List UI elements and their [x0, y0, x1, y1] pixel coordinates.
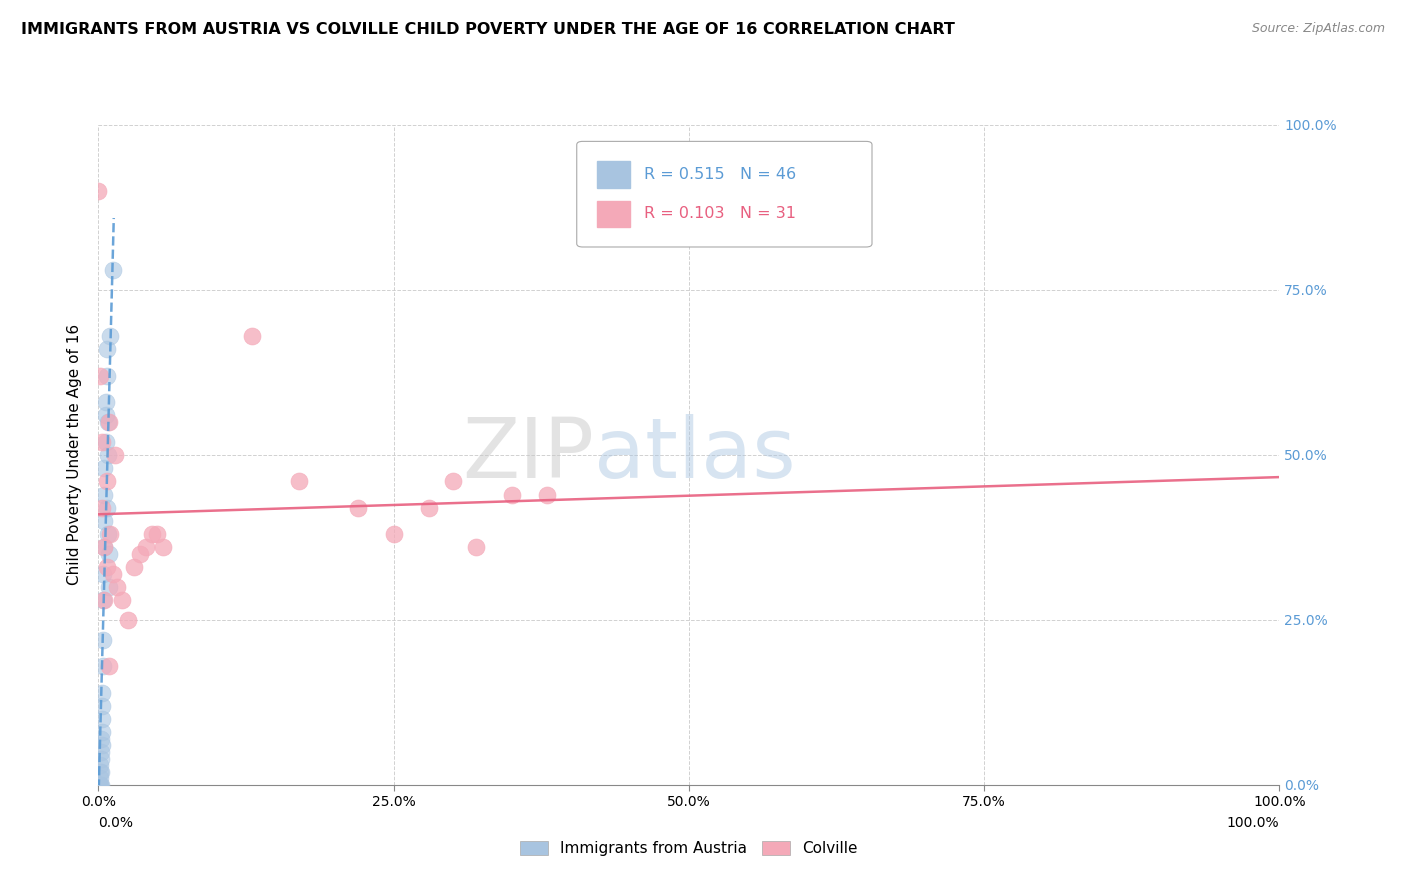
Point [152, 541, 174, 555]
Point [93, 541, 115, 555]
Point [97, 415, 120, 429]
Point [89, 778, 111, 792]
Bar [596, 201, 630, 227]
Point [98, 527, 121, 541]
Point [89, 772, 111, 786]
Point [90, 764, 112, 779]
Point [141, 527, 163, 541]
Point [96, 475, 118, 489]
Point [96, 343, 118, 357]
Point [98, 580, 121, 594]
Point [536, 487, 558, 501]
Text: atlas: atlas [595, 415, 796, 495]
Point [91, 685, 114, 699]
Point [87, 778, 110, 792]
Point [91, 659, 114, 673]
Point [93, 461, 115, 475]
Point [87, 778, 110, 792]
Bar [596, 161, 630, 187]
Point [87, 778, 110, 792]
Point [90, 778, 112, 792]
Y-axis label: Child Poverty Under the Age of 16: Child Poverty Under the Age of 16 [67, 325, 83, 585]
Point [347, 500, 370, 515]
Point [91, 434, 114, 449]
Point [501, 487, 523, 501]
Point [122, 560, 145, 574]
Text: 100.0%: 100.0% [1227, 816, 1279, 830]
Point [94, 395, 117, 409]
Point [91, 698, 114, 713]
Point [98, 659, 121, 673]
Point [87, 778, 110, 792]
Point [128, 547, 150, 561]
Point [96, 368, 118, 383]
Point [382, 527, 405, 541]
Point [94, 409, 117, 423]
Point [90, 751, 112, 765]
Point [288, 475, 311, 489]
Point [87, 778, 110, 792]
Legend: Immigrants from Austria, Colville: Immigrants from Austria, Colville [515, 835, 863, 862]
Point [418, 500, 440, 515]
Text: Source: ZipAtlas.com: Source: ZipAtlas.com [1251, 22, 1385, 36]
Point [87, 778, 110, 792]
Point [101, 566, 124, 581]
Point [91, 500, 114, 515]
Point [135, 541, 157, 555]
Point [87, 778, 110, 792]
Point [90, 745, 112, 759]
Point [91, 739, 114, 753]
Point [89, 764, 111, 779]
Point [146, 527, 169, 541]
Point [93, 593, 115, 607]
Point [89, 778, 111, 792]
Point [98, 415, 121, 429]
Point [91, 725, 114, 739]
Text: ZIP: ZIP [463, 415, 595, 495]
Point [93, 487, 115, 501]
Point [94, 434, 117, 449]
Point [96, 500, 118, 515]
Point [87, 184, 110, 198]
Text: 0.0%: 0.0% [98, 816, 134, 830]
Point [465, 541, 488, 555]
FancyBboxPatch shape [576, 142, 872, 247]
Text: R = 0.515   N = 46: R = 0.515 N = 46 [644, 167, 796, 182]
Point [89, 758, 111, 772]
Point [97, 527, 120, 541]
Point [93, 514, 115, 528]
Point [111, 593, 134, 607]
Point [98, 329, 121, 343]
Text: R = 0.103   N = 31: R = 0.103 N = 31 [644, 206, 796, 221]
Point [87, 778, 110, 792]
Point [104, 448, 127, 462]
Point [91, 566, 114, 581]
Point [117, 613, 139, 627]
Point [91, 632, 114, 647]
Point [93, 541, 115, 555]
Point [91, 593, 114, 607]
Point [97, 448, 120, 462]
Point [96, 560, 118, 574]
Point [87, 778, 110, 792]
Point [101, 263, 124, 277]
Point [441, 475, 464, 489]
Point [105, 580, 128, 594]
Point [98, 547, 121, 561]
Point [87, 778, 110, 792]
Point [91, 712, 114, 726]
Text: IMMIGRANTS FROM AUSTRIA VS COLVILLE CHILD POVERTY UNDER THE AGE OF 16 CORRELATIO: IMMIGRANTS FROM AUSTRIA VS COLVILLE CHIL… [21, 22, 955, 37]
Point [90, 731, 112, 746]
Point [89, 368, 111, 383]
Point [240, 329, 263, 343]
